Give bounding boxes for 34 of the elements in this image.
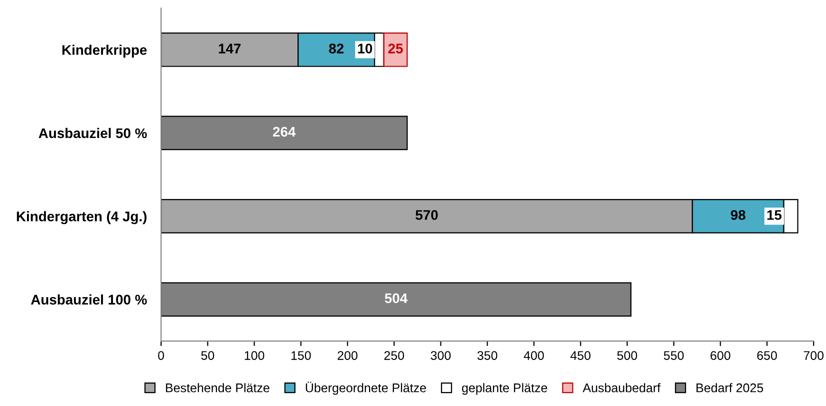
data-label: 264 [273, 126, 296, 137]
legend-label: Ausbaubedarf [582, 383, 661, 392]
legend-label: Übergeordnete Plätze [306, 382, 426, 395]
x-tick-label: 350 [477, 351, 498, 360]
y-tick-label: Ausbauziel 100 % [30, 294, 147, 305]
x-tick-label: 50 [201, 351, 214, 360]
x-tick-label: 100 [244, 351, 264, 360]
data-label: 10 [358, 44, 372, 54]
data-label: 98 [730, 210, 746, 220]
data-label: 570 [416, 210, 438, 220]
legend-label: Bedarf 2025 [696, 383, 764, 392]
x-tick-label: 450 [570, 351, 590, 360]
data-label: 25 [388, 44, 403, 54]
legend-label: Bestehende Plätze [166, 383, 270, 392]
x-tick-label: 200 [338, 351, 358, 360]
x-tick-label: 250 [384, 351, 404, 360]
legend-label: geplante Plätze [462, 383, 548, 395]
y-tick-label: Ausbauziel 50 % [38, 128, 147, 138]
x-tick-label: 700 [804, 351, 824, 360]
x-tick-label: 0 [158, 351, 164, 360]
y-tick-label: Kinderkrippe [62, 44, 147, 58]
x-tick-label: 500 [617, 351, 638, 360]
data-label: 504 [384, 293, 408, 304]
data-label: 15 [767, 210, 782, 220]
bar [383, 32, 408, 67]
x-tick-label: 650 [757, 351, 777, 360]
x-tick-label: 550 [664, 351, 684, 360]
x-tick-label: 150 [291, 351, 311, 360]
data-label: 147 [218, 44, 241, 54]
data-label: 82 [329, 44, 344, 54]
x-tick-label: 300 [430, 351, 451, 360]
x-tick-label: 600 [710, 351, 730, 360]
x-tick-label: 400 [524, 351, 544, 360]
y-tick-label: Kindergarten (4 Jg.) [16, 211, 146, 224]
